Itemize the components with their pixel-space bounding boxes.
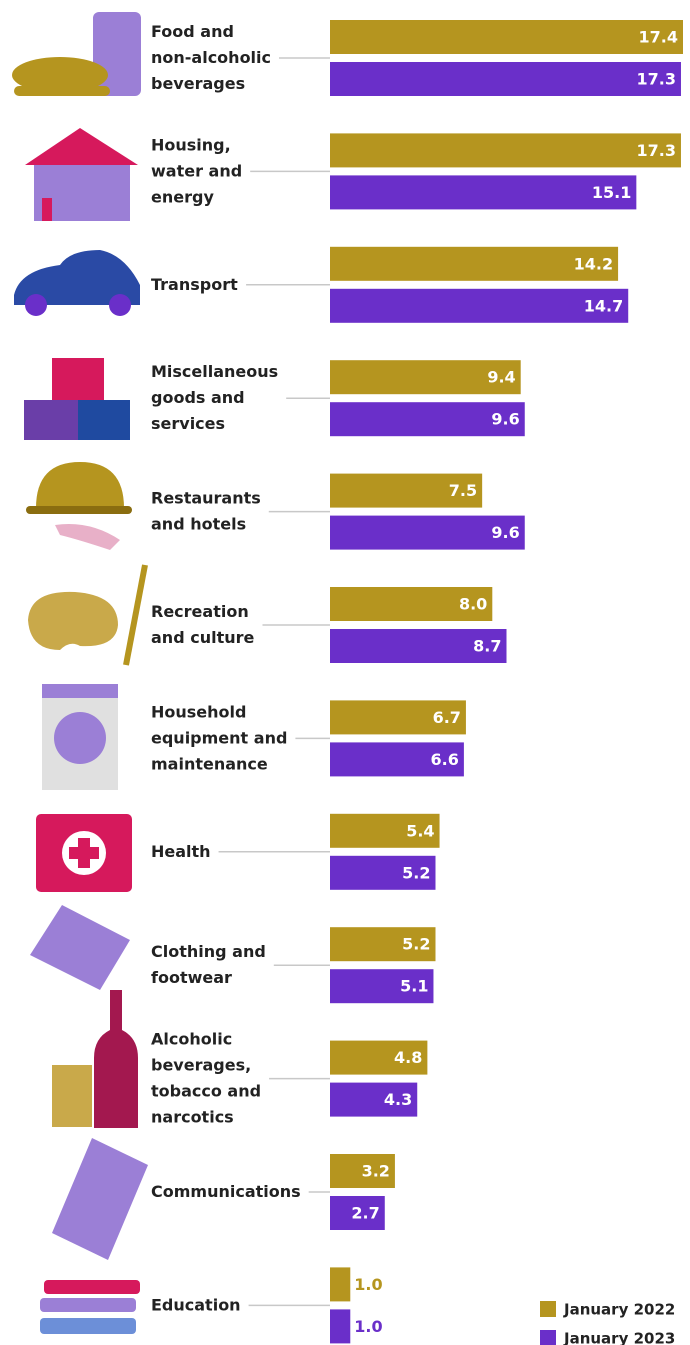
bar <box>330 1309 351 1344</box>
icon-box <box>78 400 130 440</box>
bar <box>330 133 681 168</box>
bar <box>330 927 436 962</box>
category-label: Food and non-alcoholic beverages <box>151 22 271 93</box>
bar <box>330 1040 428 1075</box>
icons <box>12 12 148 1334</box>
icon-cross <box>69 838 99 868</box>
value-label: 6.7 <box>433 708 461 727</box>
category-label: Alcoholic beverages, tobacco and narcotics <box>151 1029 261 1126</box>
value-label: 2.7 <box>351 1204 379 1223</box>
category-label: Restaurants and hotels <box>151 488 261 533</box>
bar <box>330 473 483 508</box>
value-label: 17.3 <box>636 70 675 89</box>
value-label: 1.0 <box>354 1275 382 1294</box>
bar <box>330 246 619 281</box>
value-label: 7.5 <box>449 481 477 500</box>
bar <box>330 360 521 395</box>
value-label: 3.2 <box>362 1162 390 1181</box>
value-label: 6.6 <box>431 750 459 769</box>
icon-bottle <box>94 990 138 1128</box>
bar <box>330 515 525 550</box>
bar <box>330 288 629 323</box>
bar <box>330 969 434 1004</box>
value-label: 5.1 <box>400 977 428 996</box>
icon-washer-top <box>42 684 118 698</box>
value-label: 9.6 <box>491 410 519 429</box>
bar <box>330 20 683 54</box>
icon-palette <box>28 591 118 650</box>
icon-phone <box>52 1138 148 1260</box>
category-label: Health <box>151 841 211 860</box>
value-label: 5.2 <box>402 863 430 882</box>
icon-book <box>44 1280 140 1294</box>
value-label: 15.1 <box>592 183 631 202</box>
icon-cigarettes <box>52 1065 92 1127</box>
icon-box <box>24 400 78 440</box>
bar <box>330 1154 395 1188</box>
category-label: Communications <box>151 1182 301 1201</box>
value-label: 9.4 <box>487 368 515 387</box>
value-label: 5.4 <box>406 821 434 840</box>
bar <box>330 1082 418 1117</box>
legend-label: January 2023 <box>563 1330 675 1345</box>
bar <box>330 175 637 210</box>
value-label: 17.4 <box>639 28 678 47</box>
bar <box>330 855 436 890</box>
icon-box <box>52 358 104 400</box>
legend-swatch <box>540 1301 556 1317</box>
value-label: 14.7 <box>584 296 623 315</box>
icon-car <box>14 250 140 305</box>
icon-brush <box>123 564 148 666</box>
icon-book <box>40 1318 136 1334</box>
legend-swatch <box>540 1330 556 1345</box>
value-label: 4.8 <box>394 1048 422 1067</box>
icon-cloche <box>36 462 124 508</box>
icon-hand <box>55 524 120 550</box>
bar <box>330 402 525 437</box>
icon-book <box>40 1298 136 1312</box>
legend-label: January 2022 <box>563 1301 675 1319</box>
icon-wheel <box>25 294 47 316</box>
icon-sandwich <box>12 57 108 93</box>
bar <box>330 1267 351 1302</box>
category-label: Transport <box>151 274 238 293</box>
bar <box>330 587 493 621</box>
icon-bread <box>14 86 110 96</box>
bar <box>330 1196 385 1230</box>
bar <box>330 700 466 735</box>
bar <box>330 62 681 96</box>
icon-shirt <box>30 905 130 990</box>
category-label: Housing, water and energy <box>151 135 242 206</box>
icon-washer-door <box>54 712 106 764</box>
category-label: Clothing and footwear <box>151 942 266 987</box>
value-label: 8.0 <box>459 595 487 614</box>
category-label: Household equipment and maintenance <box>151 702 287 773</box>
icon-door <box>42 198 52 221</box>
value-label: 9.6 <box>491 523 519 542</box>
value-label: 5.2 <box>402 935 430 954</box>
value-label: 14.2 <box>574 254 613 273</box>
value-label: 8.7 <box>473 637 501 656</box>
value-label: 17.3 <box>636 141 675 160</box>
icon-roof <box>25 128 138 165</box>
category-label: Education <box>151 1295 241 1314</box>
value-label: 4.3 <box>384 1090 412 1109</box>
bar <box>330 742 464 777</box>
icon-wheel <box>109 294 131 316</box>
category-label: Miscellaneous goods and services <box>151 362 278 433</box>
icon-tray <box>26 506 132 514</box>
bar <box>330 629 507 663</box>
value-label: 1.0 <box>354 1317 382 1336</box>
category-label: Recreation and culture <box>151 602 255 647</box>
bar <box>330 813 440 848</box>
